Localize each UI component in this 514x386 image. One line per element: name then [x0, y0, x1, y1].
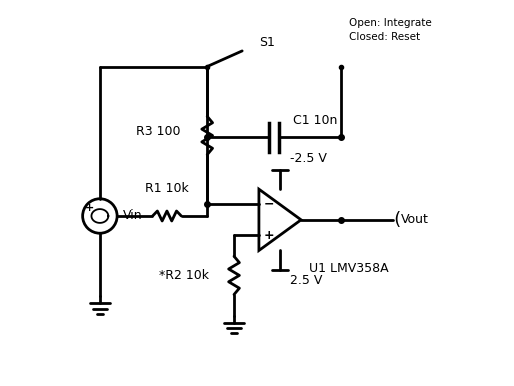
Text: U1 LMV358A: U1 LMV358A — [309, 262, 389, 275]
Text: Open: Integrate
Closed: Reset: Open: Integrate Closed: Reset — [349, 19, 432, 42]
Text: +: + — [264, 229, 274, 242]
Text: Vout: Vout — [401, 213, 429, 226]
Text: S1: S1 — [259, 36, 274, 49]
Text: -2.5 V: -2.5 V — [289, 152, 326, 166]
Text: (: ( — [392, 211, 402, 229]
Text: R1 10k: R1 10k — [145, 182, 189, 195]
Text: *R2 10k: *R2 10k — [159, 269, 209, 282]
Text: −: − — [264, 198, 274, 211]
Text: C1 10n: C1 10n — [293, 114, 338, 127]
Text: +: + — [84, 203, 94, 213]
Text: R3 100: R3 100 — [136, 125, 180, 138]
Text: Vin: Vin — [123, 210, 142, 222]
Text: 2.5 V: 2.5 V — [289, 274, 322, 287]
